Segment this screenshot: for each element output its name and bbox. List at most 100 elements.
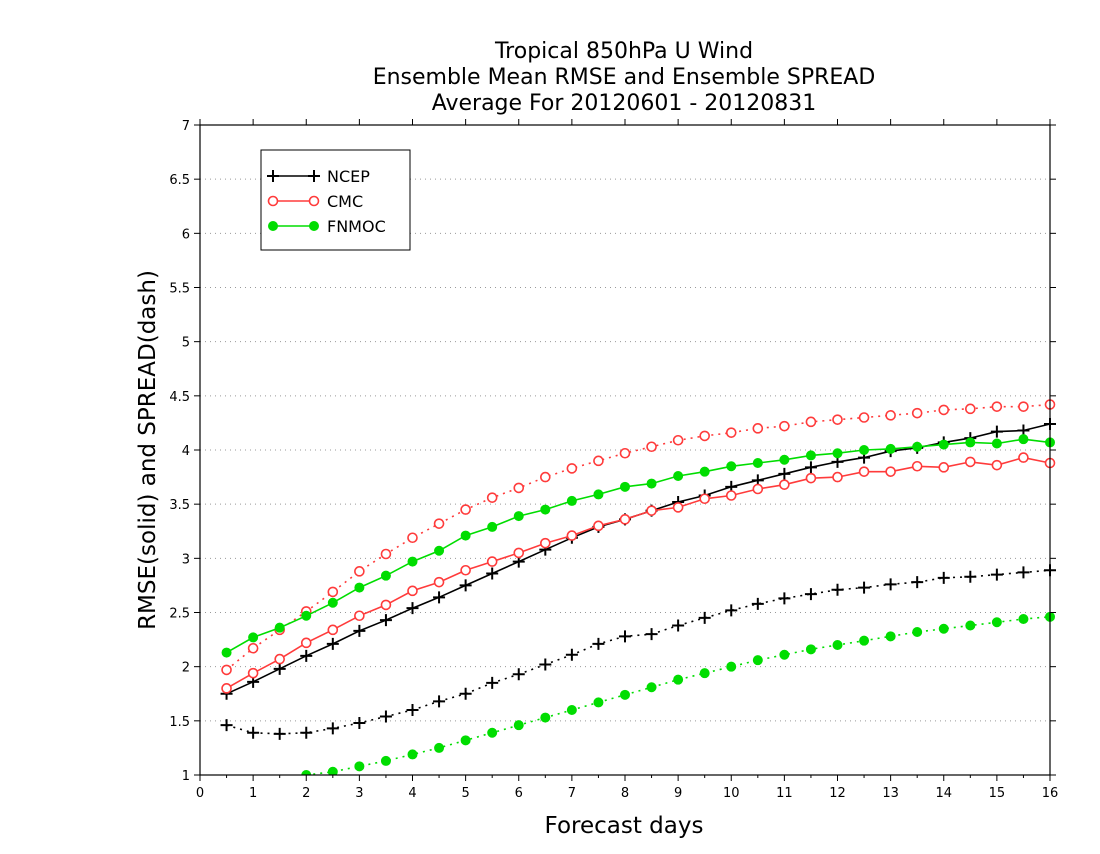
cmc-spread-point [646,441,657,453]
fnmoc-rmse-point [752,458,763,468]
cmc-spread-point [725,427,737,438]
fnmoc-spread-point [699,668,710,679]
cmc-rmse-point [646,505,657,516]
legend-label-ncep: NCEP [327,167,370,186]
fnmoc-rmse-point [487,521,498,532]
fnmoc-rmse-point [938,439,949,450]
cmc-spread-point [672,434,684,446]
title-line-1: Tropical 850hPa U Wind [494,39,753,64]
legend-box [260,149,411,251]
y-axis-title: RMSE(solid) and SPREAD(dash) [135,270,161,630]
cmc-rmse-point [540,537,551,549]
fnmoc-rmse-point [460,530,471,541]
cmc-spread-point [779,420,790,432]
legend-marker-fnmoc [268,221,278,231]
ncep-spread-point [512,668,525,681]
cmc-spread-point [486,492,498,503]
ncep-rmse-point [778,467,791,480]
x-tick-label: 14 [935,786,952,801]
cmc-spread-point [858,412,870,423]
cmc-rmse-point [380,599,392,611]
cmc-spread-point [938,404,950,416]
cmc-rmse-point [619,514,631,525]
ncep-spread-point [220,719,233,732]
title-line-2: Ensemble Mean RMSE and Ensemble SPREAD [373,65,876,90]
cmc-rmse-point [672,502,684,513]
y-tick-label: 3.5 [169,498,190,513]
x-tick-label: 11 [776,786,793,801]
title-line-3: Average For 20120601 - 20120831 [432,91,817,116]
cmc-rmse-point [300,637,312,649]
fnmoc-rmse-point [991,438,1002,449]
fnmoc-spread-point [301,770,312,775]
legend-marker-fnmoc [309,221,319,231]
ncep-spread-point [990,568,1003,581]
fnmoc-spread-point [327,766,338,775]
ncep-spread-point [911,576,924,589]
series-fnmoc-spread [301,611,1055,775]
legend: NCEP CMC FNMOC [260,149,411,251]
fnmoc-spread-point [965,620,976,631]
ncep-spread-point [831,583,844,596]
ncep-rmse-point [433,591,446,604]
ncep-spread-point [804,588,817,601]
cmc-spread-point [540,471,551,483]
fnmoc-rmse-point [513,511,524,522]
fnmoc-spread-point [407,749,418,760]
y-tick-label: 1 [182,769,190,784]
cmc-spread-point [407,532,418,544]
cmc-spread-point [699,430,710,442]
x-tick-label: 10 [723,786,740,801]
cmc-rmse-point [752,483,764,495]
ncep-spread-point [1017,566,1030,579]
cmc-spread-point [619,447,631,459]
fnmoc-spread-point [354,761,365,772]
y-tick-label: 5 [182,336,190,351]
fnmoc-spread-point [726,661,737,672]
y-tick-label: 4 [182,444,190,459]
cmc-rmse-point [486,556,498,567]
fnmoc-spread-point [1018,614,1029,624]
fnmoc-spread-point [460,735,471,746]
legend-marker-ncep [308,170,320,182]
fnmoc-rmse-point [248,632,259,643]
ncep-spread-point [459,687,472,700]
ncep-rmse-point [300,649,313,662]
fnmoc-rmse-point [434,545,445,556]
cmc-rmse-point [354,610,365,622]
ncep-spread-point [565,648,578,661]
fnmoc-spread-point [380,755,391,766]
fnmoc-spread-point [832,640,843,650]
cmc-rmse-point [247,667,259,679]
cmc-rmse-point [991,459,1003,471]
ncep-rmse-point [406,602,419,615]
series-ncep-rmse [220,418,1056,700]
fnmoc-rmse-point [380,570,391,581]
x-tick-label: 15 [989,786,1006,801]
fnmoc-spread-point [540,712,551,723]
ncep-spread-point [698,611,711,624]
legend-label-cmc: CMC [327,192,363,211]
ncep-spread-point [884,578,897,591]
fnmoc-spread-point [566,705,577,715]
x-tick-label: 13 [882,786,899,801]
ncep-spread-point [858,581,871,594]
fnmoc-spread-point [673,674,684,685]
x-tick-label: 1 [249,786,257,801]
cmc-rmse-point [327,624,339,636]
x-axis-title: Forecast days [545,813,704,839]
ncep-spread-point [937,571,950,584]
fnmoc-rmse-point [1018,434,1029,445]
ncep-spread-point [300,726,313,739]
cmc-rmse-point [805,472,817,484]
ncep-spread-point [778,592,791,605]
ncep-spread-point [433,695,446,708]
legend-label-fnmoc: FNMOC [327,217,386,236]
ncep-spread-point [273,727,286,740]
cmc-rmse-point [513,547,525,559]
series-cmc-spread [221,399,1056,676]
fnmoc-spread-point [859,635,870,646]
x-tick-label: 12 [829,786,846,801]
ncep-spread-point [751,597,764,610]
